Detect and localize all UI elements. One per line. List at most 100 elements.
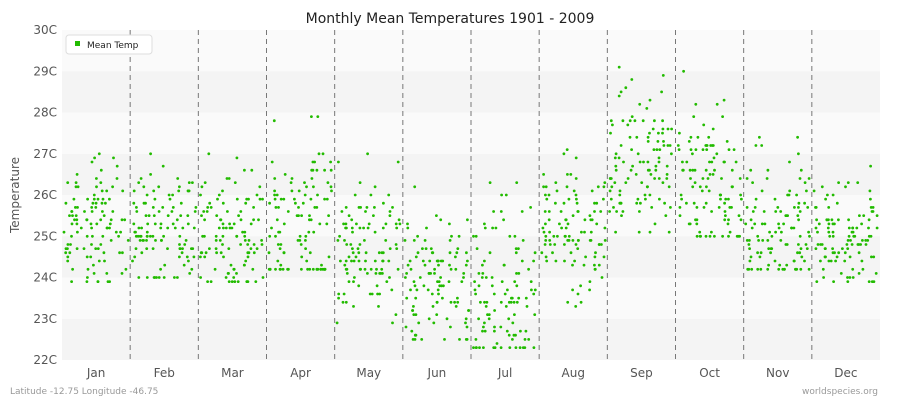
data-point xyxy=(273,189,276,193)
data-point xyxy=(221,222,225,226)
data-point xyxy=(533,313,537,316)
data-point xyxy=(305,259,309,263)
data-point xyxy=(779,239,783,242)
data-point xyxy=(200,185,204,189)
data-point xyxy=(456,300,460,304)
data-point xyxy=(267,267,271,271)
data-point xyxy=(205,210,209,213)
data-point xyxy=(618,193,622,197)
data-point xyxy=(575,197,578,201)
data-point xyxy=(608,177,612,180)
data-point xyxy=(180,251,184,255)
data-point xyxy=(227,247,231,251)
data-point xyxy=(485,300,489,304)
data-point xyxy=(298,234,302,238)
data-point xyxy=(514,346,518,349)
data-point xyxy=(869,206,873,209)
y-tick-label: 23C xyxy=(33,312,57,326)
data-point xyxy=(630,148,633,152)
data-point xyxy=(283,173,287,176)
data-point xyxy=(855,226,859,230)
data-point xyxy=(635,201,639,205)
data-point xyxy=(517,247,520,251)
data-point xyxy=(72,197,76,201)
data-point xyxy=(350,259,353,263)
data-point xyxy=(680,197,683,201)
data-point xyxy=(551,251,554,255)
data-point xyxy=(187,189,190,193)
data-point xyxy=(214,247,218,251)
data-point xyxy=(523,338,527,341)
data-point xyxy=(273,177,277,180)
data-point xyxy=(715,102,719,106)
data-point xyxy=(844,185,847,189)
data-point xyxy=(688,168,692,172)
data-point xyxy=(636,152,640,156)
data-point xyxy=(132,222,136,226)
data-points xyxy=(62,65,879,349)
data-point xyxy=(151,206,155,209)
data-point xyxy=(874,272,878,275)
data-point xyxy=(85,234,89,238)
data-point xyxy=(504,193,508,197)
data-point xyxy=(410,329,414,333)
data-point xyxy=(184,239,188,242)
data-point xyxy=(430,251,434,255)
data-point xyxy=(381,226,385,230)
data-point xyxy=(455,251,459,255)
data-point xyxy=(424,247,428,251)
data-point xyxy=(821,267,825,271)
data-point xyxy=(754,144,758,147)
data-point xyxy=(760,144,764,147)
data-point xyxy=(421,259,425,263)
data-point xyxy=(792,226,796,230)
data-point xyxy=(567,239,571,242)
data-point xyxy=(678,131,681,135)
data-point xyxy=(108,197,111,201)
data-point xyxy=(179,201,183,205)
data-point xyxy=(502,263,506,267)
data-point xyxy=(181,226,185,230)
data-point xyxy=(427,317,431,321)
data-point xyxy=(641,119,645,123)
data-point xyxy=(679,193,683,197)
data-point xyxy=(252,218,256,222)
data-point xyxy=(706,177,710,180)
data-point xyxy=(159,222,163,226)
data-point xyxy=(255,193,259,197)
data-point xyxy=(477,284,481,288)
data-point xyxy=(364,259,367,263)
data-point xyxy=(619,144,623,147)
data-point xyxy=(186,222,190,226)
data-point xyxy=(502,218,505,222)
data-point xyxy=(508,234,512,238)
data-point xyxy=(637,230,641,234)
data-point xyxy=(589,230,593,234)
data-point xyxy=(394,222,398,226)
data-point xyxy=(133,230,137,234)
data-point xyxy=(786,214,789,218)
data-point xyxy=(415,288,419,292)
data-point xyxy=(574,305,578,308)
data-point xyxy=(254,280,258,283)
data-point xyxy=(149,152,153,156)
data-point xyxy=(826,193,829,197)
data-point xyxy=(814,226,818,230)
data-point xyxy=(279,263,283,267)
data-point xyxy=(436,280,439,283)
data-point xyxy=(583,218,587,222)
data-point xyxy=(336,239,340,242)
data-point xyxy=(777,222,780,226)
data-point xyxy=(569,173,573,176)
data-point xyxy=(798,234,802,238)
data-point xyxy=(573,259,576,263)
data-point xyxy=(276,259,280,263)
data-point xyxy=(85,218,89,222)
data-point xyxy=(646,160,650,164)
data-point xyxy=(330,189,333,193)
data-point xyxy=(845,243,849,246)
data-point xyxy=(200,214,203,218)
data-point xyxy=(614,152,618,156)
data-point xyxy=(273,193,276,197)
